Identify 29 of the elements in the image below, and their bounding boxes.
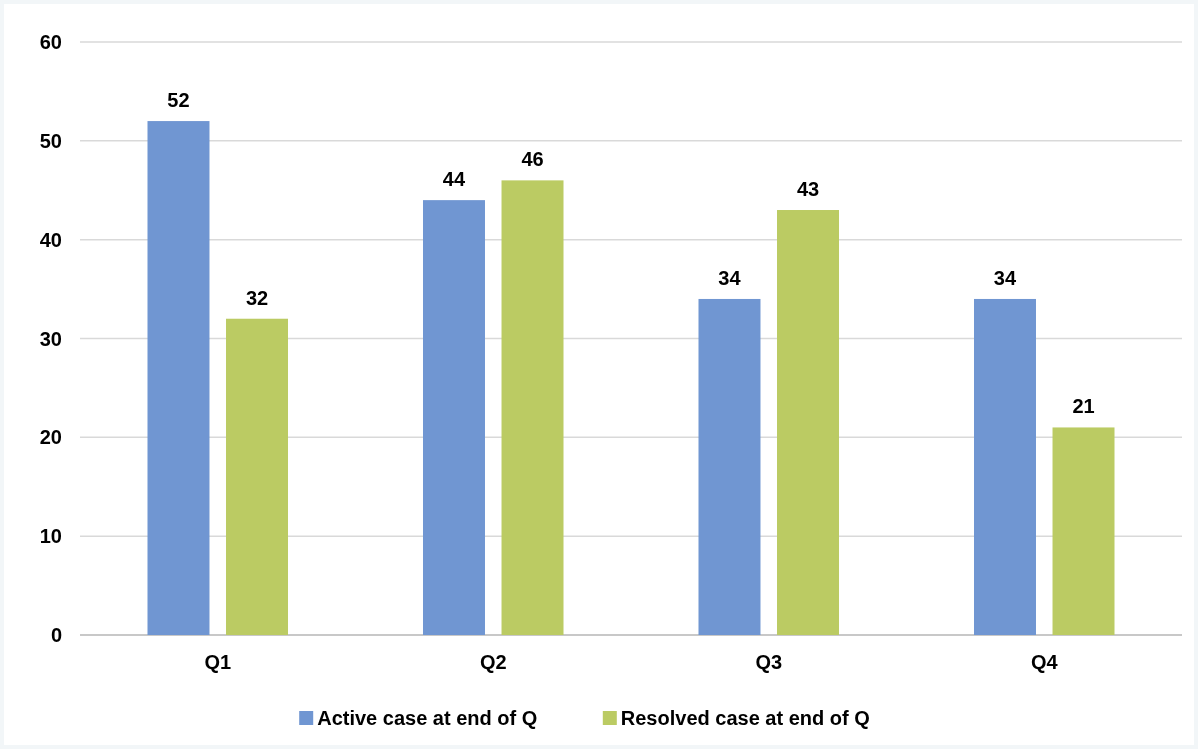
data-label: 21 — [1072, 395, 1095, 418]
bar — [1052, 427, 1115, 635]
x-tick-label: Q2 — [479, 651, 507, 673]
legend-label: Active case at end of Q — [317, 707, 538, 729]
bar — [777, 210, 839, 635]
y-tick-label: 0 — [50, 624, 62, 646]
bar — [226, 318, 288, 635]
y-tick-label: 30 — [39, 327, 62, 350]
y-tick-label: 10 — [39, 525, 62, 548]
x-tick-label: Q3 — [755, 651, 783, 673]
data-label: 52 — [167, 89, 190, 112]
data-label: 43 — [796, 178, 820, 201]
y-tick-label: 20 — [39, 426, 62, 449]
bar — [423, 200, 485, 635]
bar — [974, 298, 1036, 635]
data-label: 34 — [993, 266, 1017, 289]
data-label: 46 — [521, 148, 544, 171]
x-tick-label: Q1 — [204, 651, 232, 673]
bar — [698, 298, 761, 635]
y-tick-label: 50 — [39, 129, 62, 152]
data-label: 32 — [245, 286, 269, 309]
bar — [501, 180, 564, 635]
bar — [147, 121, 210, 635]
data-label: 44 — [442, 168, 466, 191]
y-tick-label: 60 — [39, 31, 62, 53]
y-tick-label: 40 — [39, 228, 62, 251]
legend-label: Resolved case at end of Q — [620, 707, 870, 729]
data-label: 34 — [718, 266, 742, 289]
x-tick-label: Q4 — [1030, 651, 1059, 673]
